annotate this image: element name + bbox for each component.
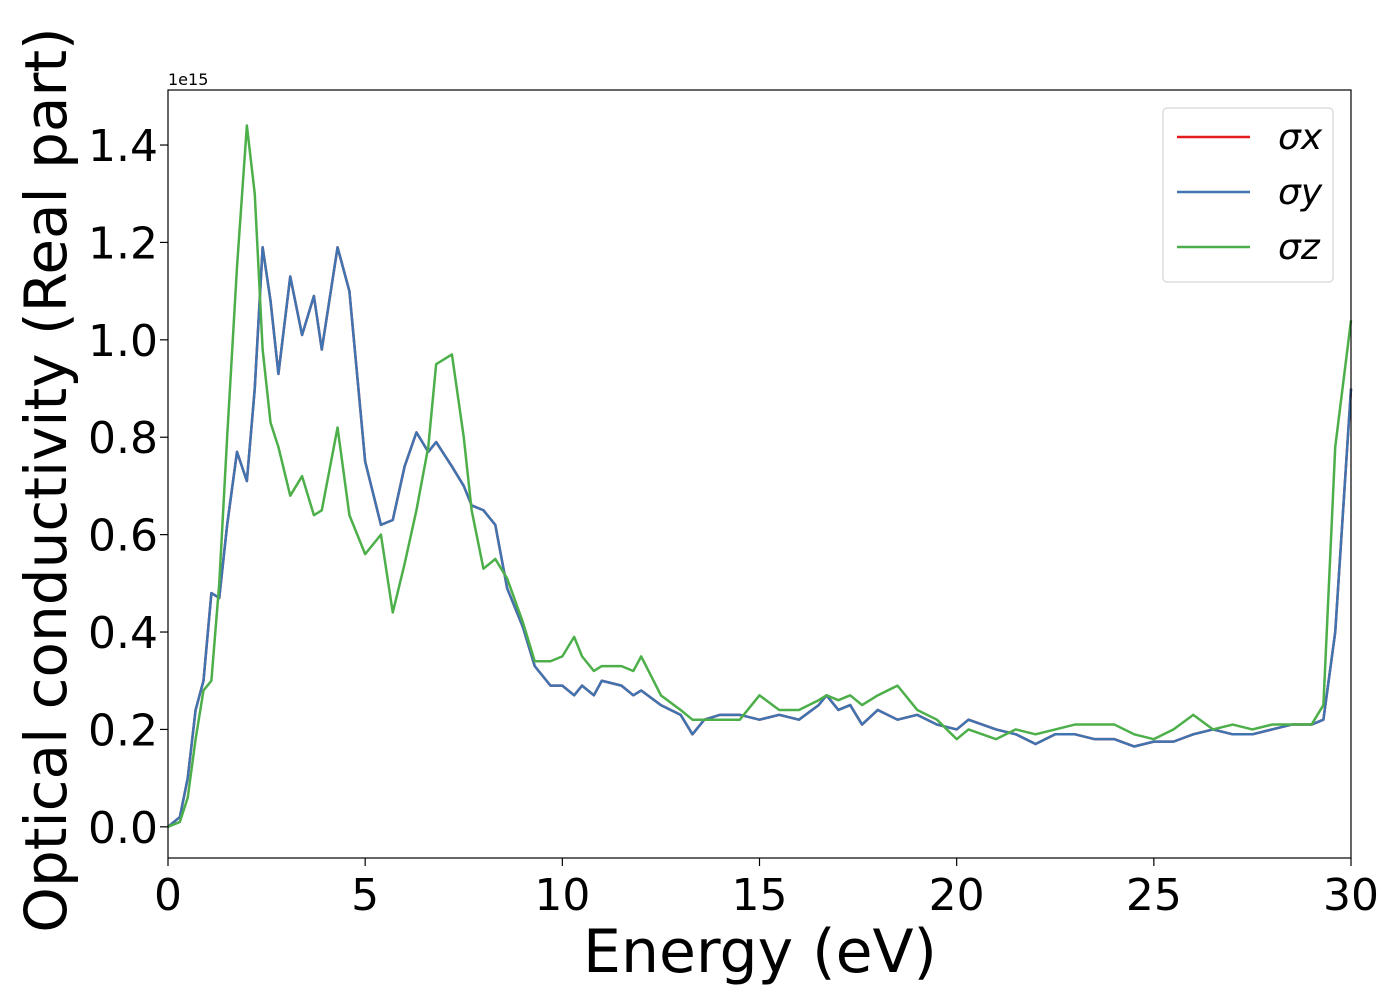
- y-offset-label: 1e15: [168, 70, 208, 89]
- x-tick-label: 30: [1323, 870, 1379, 921]
- y-axis-label: Optical conductivity (Real part): [12, 27, 80, 932]
- series-line: [167, 246, 1353, 828]
- y-tick-label: 0.2: [88, 705, 158, 756]
- x-tick-label: 20: [929, 870, 985, 921]
- y-tick-label: 0.0: [88, 803, 158, 854]
- y-tick-label: 1.0: [88, 316, 158, 367]
- x-tick-label: 0: [154, 870, 182, 921]
- y-tick-label: 0.8: [88, 413, 158, 464]
- plot-frame: [167, 89, 1352, 859]
- y-tick-label: 1.4: [88, 121, 158, 172]
- series-line: [167, 124, 1353, 828]
- legend-label: σy: [1278, 172, 1323, 213]
- x-tick-label: 10: [534, 870, 590, 921]
- legend-label: σz: [1278, 227, 1321, 268]
- y-tick-label: 1.2: [88, 218, 158, 269]
- legend-label: σx: [1278, 117, 1323, 158]
- x-axis-label: Energy (eV): [583, 917, 937, 987]
- y-tick-label: 0.4: [88, 608, 158, 659]
- y-tick-label: 0.6: [88, 511, 158, 562]
- x-tick-label: 15: [732, 870, 788, 921]
- legend-box: [1162, 107, 1334, 283]
- x-tick-label: 5: [351, 870, 379, 921]
- x-tick-label: 25: [1126, 870, 1182, 921]
